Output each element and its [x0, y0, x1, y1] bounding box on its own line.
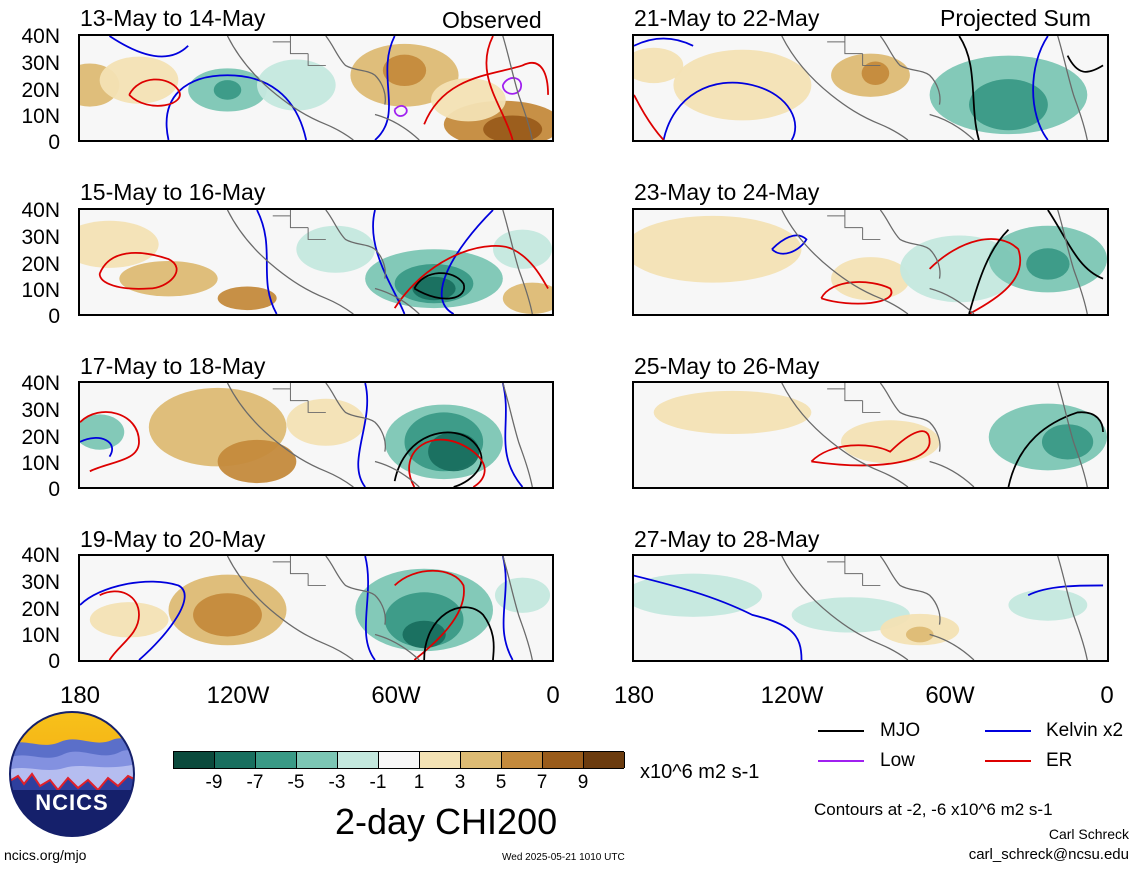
lon-label-120w-left: 120W — [206, 682, 270, 709]
map-panel-23-24-may — [632, 208, 1109, 316]
panel-title-2: 15-May to 16-May — [80, 179, 266, 205]
map-field — [634, 36, 1107, 140]
colorbar-tick-label: -1 — [369, 772, 387, 793]
colorbar-swatch — [256, 752, 297, 768]
map-panel-13-14-may — [78, 34, 554, 142]
map-field — [80, 36, 552, 140]
colorbar-tick-label: -7 — [246, 772, 264, 793]
lat-label: 40N — [21, 372, 60, 395]
colorbar-tick-label: 3 — [454, 772, 466, 793]
colorbar-swatch — [379, 752, 420, 768]
lat-label: 0 — [48, 650, 60, 673]
lon-label-120w-right: 120W — [760, 682, 824, 709]
lon-label-60w-left: 60W — [371, 682, 421, 709]
ncics-logo: NCICS — [8, 710, 136, 838]
lat-label: 40N — [21, 544, 60, 567]
map-field — [80, 556, 552, 660]
contour-note: Contours at -2, -6 x10^6 m2 s-1 — [814, 800, 1053, 819]
lat-label: 0 — [48, 131, 60, 154]
legend-line-kelvin — [985, 730, 1031, 732]
colorbar-swatch — [338, 752, 379, 768]
panel-title-6: 23-May to 24-May — [634, 179, 820, 205]
legend-label-er: ER — [1046, 750, 1073, 771]
lat-label: 20N — [21, 253, 60, 276]
map-panel-17-18-may — [78, 381, 554, 489]
website-link[interactable]: ncics.org/mjo — [4, 847, 87, 863]
author-name: Carl Schreck — [1048, 826, 1129, 842]
author-email: carl_schreck@ncsu.edu — [968, 846, 1129, 863]
legend-line-er — [985, 760, 1031, 762]
colorbar-tick-label: -5 — [287, 772, 305, 793]
lat-label: 40N — [21, 199, 60, 222]
colorbar-swatch — [461, 752, 502, 768]
lon-label-60w-right: 60W — [925, 682, 975, 709]
lat-label: 20N — [21, 426, 60, 449]
lat-label: 10N — [21, 452, 60, 475]
lon-label-0-left: 0 — [546, 682, 560, 709]
map-field — [634, 210, 1107, 314]
panel-title-8: 27-May to 28-May — [634, 526, 820, 552]
map-field — [634, 556, 1107, 660]
map-panel-25-26-may — [632, 381, 1109, 489]
colorbar-tick-label: 7 — [536, 772, 548, 793]
map-field — [80, 210, 552, 314]
lat-label: 30N — [21, 52, 60, 75]
colorbar-swatch — [502, 752, 543, 768]
map-panel-15-16-may — [78, 208, 554, 316]
panel-title-5: 21-May to 22-May — [634, 5, 820, 31]
legend-line-low — [818, 760, 864, 762]
map-panel-21-22-may — [632, 34, 1109, 142]
panel-title-1: 13-May to 14-May — [80, 5, 266, 31]
legend-label-low: Low — [880, 750, 915, 771]
projected-header: Projected Sum — [940, 5, 1091, 31]
lat-label: 10N — [21, 105, 60, 128]
lat-label: 10N — [21, 279, 60, 302]
panel-title-7: 25-May to 26-May — [634, 353, 820, 379]
colorbar-units: x10^6 m2 s-1 — [640, 761, 760, 783]
lat-label: 40N — [21, 25, 60, 48]
observed-header: Observed — [442, 7, 542, 33]
legend-label-mjo: MJO — [880, 720, 921, 741]
colorbar-tick-label: -3 — [328, 772, 346, 793]
lat-label: 30N — [21, 571, 60, 594]
colorbar-tick-label: -9 — [205, 772, 223, 793]
colorbar-tick-label: 9 — [577, 772, 589, 793]
lat-label: 0 — [48, 478, 60, 501]
map-field — [634, 383, 1107, 487]
lat-label: 20N — [21, 598, 60, 621]
map-field — [80, 383, 552, 487]
panel-title-4: 19-May to 20-May — [80, 526, 266, 552]
colorbar-swatch — [420, 752, 461, 768]
lat-label: 30N — [21, 226, 60, 249]
legend-label-kelvin: Kelvin x2 — [1046, 720, 1124, 741]
logo-text: NCICS — [35, 790, 109, 815]
ncics-logo-icon — [9, 711, 135, 837]
lat-label: 10N — [21, 624, 60, 647]
lat-label: 30N — [21, 399, 60, 422]
colorbar-swatch — [215, 752, 256, 768]
lat-label: 0 — [48, 305, 60, 328]
colorbar-swatch — [584, 752, 625, 768]
colorbar-swatch — [174, 752, 215, 768]
colorbar-tick-label: 1 — [413, 772, 425, 793]
colorbar-title: 2-day CHI200 — [335, 801, 558, 842]
colorbar-tick-label: 5 — [495, 772, 507, 793]
lon-label-180-left: 180 — [59, 682, 101, 709]
colorbar-swatch — [297, 752, 338, 768]
lat-label: 20N — [21, 79, 60, 102]
map-panel-19-20-may — [78, 554, 554, 662]
lon-label-0-right: 0 — [1100, 682, 1114, 709]
map-panel-27-28-may — [632, 554, 1109, 662]
lon-label-180-right: 180 — [613, 682, 655, 709]
panel-title-3: 17-May to 18-May — [80, 353, 266, 379]
colorbar-swatch — [543, 752, 584, 768]
colorbar — [173, 751, 625, 769]
legend-line-mjo — [818, 730, 864, 732]
timestamp: Wed 2025-05-21 1010 UTC — [502, 852, 625, 863]
